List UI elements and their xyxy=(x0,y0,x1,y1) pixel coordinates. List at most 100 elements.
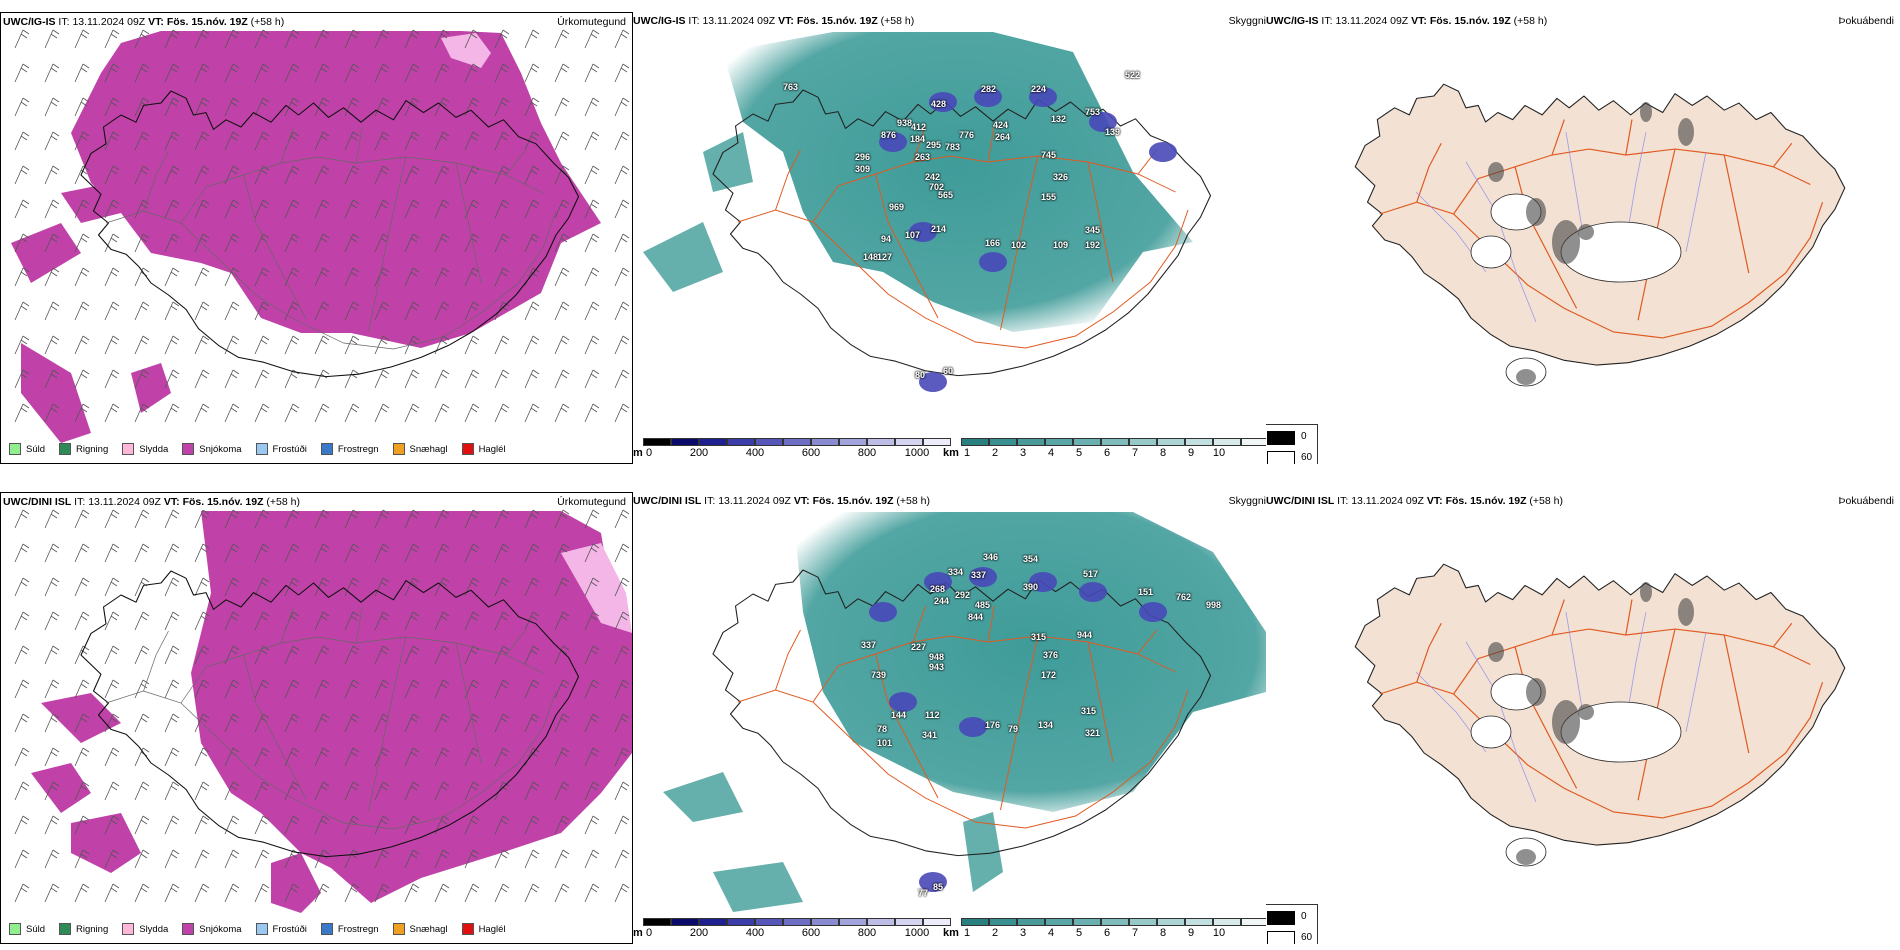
fog-map xyxy=(1354,563,1846,867)
low-cloud-area xyxy=(963,812,1003,892)
lead-time: (+58 h) xyxy=(896,495,930,507)
peak-height-label: 244 xyxy=(934,596,950,606)
legend-item: Snæhagl xyxy=(392,923,448,935)
legend-label: Snæhagl xyxy=(409,443,448,455)
road xyxy=(1723,154,1750,274)
peak-height-label: 565 xyxy=(938,190,954,200)
peak-height-label: 263 xyxy=(915,152,931,162)
peak-height-label: 753 xyxy=(1085,107,1101,117)
colorbar-tick: 2 xyxy=(991,447,999,459)
road xyxy=(1625,599,1633,636)
legend-label: Rigning xyxy=(76,443,109,455)
peak-height-label: 148 xyxy=(863,252,879,262)
legend-item: Frostúði xyxy=(255,443,307,455)
cloud-base-patch xyxy=(909,222,937,242)
road xyxy=(1625,119,1633,156)
colorbar-tick: 10 xyxy=(1212,447,1226,459)
legend-swatch xyxy=(1267,451,1295,464)
peak-height-label: 166 xyxy=(985,238,1001,248)
peak-height-label: 346 xyxy=(983,552,999,562)
colorbar-segment xyxy=(1157,918,1185,926)
snow-area xyxy=(61,183,121,223)
snow-area xyxy=(131,363,171,413)
legend-swatch xyxy=(9,443,21,455)
panel-title: Þokuábendi xyxy=(1838,495,1894,507)
peak-height-label: 176 xyxy=(985,720,1001,730)
fog-patch xyxy=(1488,642,1504,662)
cloud-visibility-panel: UWC/DINI ISL IT: 13.11.2024 09Z VT: Fös.… xyxy=(633,492,1266,944)
peak-height-label: 321 xyxy=(1085,728,1101,738)
cloud-map xyxy=(663,512,1266,912)
peak-height-label: 938 xyxy=(897,118,913,128)
snow-area xyxy=(21,343,91,443)
colorbar-segment xyxy=(727,438,755,446)
road xyxy=(875,173,939,319)
peak-height-label: 282 xyxy=(981,84,997,94)
road xyxy=(368,636,407,812)
peak-height-label: 60 xyxy=(943,366,954,376)
legend-label: Frostúði xyxy=(272,923,307,935)
colorbar-segment xyxy=(923,918,951,926)
road xyxy=(1514,646,1578,789)
colorbar-tick: 400 xyxy=(745,447,765,459)
road xyxy=(505,150,526,176)
colorbar-segment xyxy=(1213,438,1241,446)
colorbar-tick: 600 xyxy=(801,927,821,939)
peak-height-label: 224 xyxy=(1031,84,1047,94)
legend-label: Snjókoma xyxy=(199,443,242,455)
colorbar-segment xyxy=(727,918,755,926)
legend-swatch xyxy=(320,443,333,455)
cloud-base-patch xyxy=(1029,87,1057,107)
colorbar-segment xyxy=(699,918,727,926)
legend-swatch xyxy=(1267,431,1295,445)
legend-label: Haglél xyxy=(478,923,506,935)
colorbar-segment xyxy=(643,438,671,446)
legend-item: Súld xyxy=(9,443,45,455)
peak-height-label: 969 xyxy=(889,202,905,212)
colorbar-tick: 7 xyxy=(1131,447,1139,459)
colorbar-segment xyxy=(1241,918,1266,926)
legend-swatch xyxy=(59,923,72,935)
low-cloud-area xyxy=(713,862,803,912)
visibility-colorbar: km 1 2 3 4 5 6 7 8 9 10 xyxy=(943,918,1266,942)
panel-title: Skyggni xyxy=(1228,15,1266,27)
panel-header: UWC/IG-IS IT: 13.11.2024 09Z VT: Fös. 15… xyxy=(633,14,914,28)
road xyxy=(280,126,294,164)
road xyxy=(1551,119,1565,156)
fog-patch xyxy=(1678,598,1694,626)
road xyxy=(1772,622,1793,648)
colorbar-segment xyxy=(895,438,923,446)
cloud-base-patch xyxy=(889,692,917,712)
legend-label: 0 xyxy=(1301,911,1307,922)
snow-area xyxy=(71,31,601,348)
road xyxy=(368,156,407,332)
colorbar-tick: 400 xyxy=(745,927,765,939)
peak-height-label: 354 xyxy=(1023,554,1039,564)
legend-item: Frostregn xyxy=(320,443,379,455)
colorbar-segment xyxy=(839,918,867,926)
fog-map xyxy=(1354,83,1846,387)
iceland-map xyxy=(80,90,580,378)
peak-height-label: 428 xyxy=(931,99,947,109)
panel-title: Þokuábendi xyxy=(1838,15,1894,27)
peak-height-label: 144 xyxy=(891,710,907,720)
fog-patch xyxy=(1640,102,1652,122)
peak-height-label: 341 xyxy=(922,730,938,740)
precip-type-panel: UWC/IG-IS IT: 13.11.2024 09Z VT: Fös. 15… xyxy=(0,12,633,464)
road xyxy=(812,155,1176,223)
road xyxy=(105,210,557,350)
road xyxy=(1137,629,1158,655)
peak-height-label: 702 xyxy=(929,182,945,192)
coastline xyxy=(80,570,580,858)
colorbar-segment xyxy=(671,438,699,446)
colorbar-tick: 1000 xyxy=(904,927,930,939)
legend-swatch xyxy=(255,923,268,935)
road xyxy=(1723,634,1750,754)
legend-swatch xyxy=(255,443,268,455)
road xyxy=(912,605,926,643)
cloud-base-patch xyxy=(1089,112,1117,132)
peak-height-label: 127 xyxy=(877,252,893,262)
road xyxy=(1416,622,1442,683)
legend-item: Slydda xyxy=(122,443,168,455)
colorbar-tick: 800 xyxy=(857,447,877,459)
